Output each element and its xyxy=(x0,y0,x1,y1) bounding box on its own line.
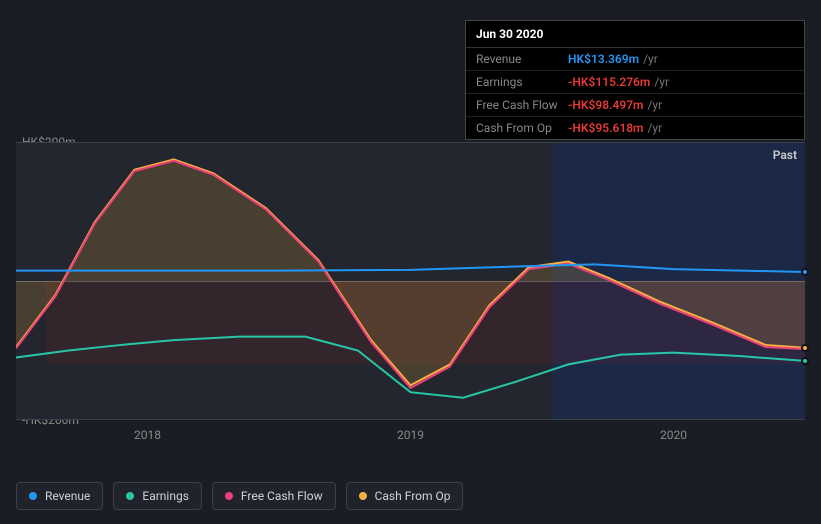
series-endpoint xyxy=(801,357,809,365)
tooltip-row-label: Earnings xyxy=(476,75,568,89)
legend-swatch xyxy=(359,492,367,500)
chart-svg xyxy=(16,142,805,420)
tooltip-row: Earnings-HK$115.276m/yr xyxy=(466,71,804,94)
legend-swatch xyxy=(225,492,233,500)
legend-swatch xyxy=(29,492,37,500)
legend-item[interactable]: Revenue xyxy=(16,482,103,510)
legend-swatch xyxy=(126,492,134,500)
x-tick-label: 2018 xyxy=(134,428,161,442)
legend-label: Earnings xyxy=(142,489,189,503)
legend-item[interactable]: Cash From Op xyxy=(346,482,464,510)
tooltip: Jun 30 2020 RevenueHK$13.369m/yrEarnings… xyxy=(465,20,805,140)
x-tick-label: 2019 xyxy=(397,428,424,442)
tooltip-row-suffix: /yr xyxy=(654,75,669,89)
tooltip-row-value: HK$13.369m xyxy=(568,52,639,66)
x-tick-label: 2020 xyxy=(660,428,687,442)
tooltip-row-suffix: /yr xyxy=(647,121,662,135)
series-endpoint xyxy=(801,344,809,352)
tooltip-row: Free Cash Flow-HK$98.497m/yr xyxy=(466,94,804,117)
legend: Revenue Earnings Free Cash Flow Cash From O… xyxy=(16,482,463,510)
legend-item[interactable]: Free Cash Flow xyxy=(212,482,336,510)
series-endpoint xyxy=(801,268,809,276)
tooltip-row-value: -HK$95.618m xyxy=(568,121,643,135)
tooltip-row: RevenueHK$13.369m/yr xyxy=(466,48,804,71)
chart-container: Jun 30 2020 RevenueHK$13.369m/yrEarnings… xyxy=(0,0,821,524)
tooltip-rows: RevenueHK$13.369m/yrEarnings-HK$115.276m… xyxy=(466,48,804,139)
legend-item[interactable]: Earnings xyxy=(113,482,202,510)
series-area xyxy=(16,159,805,385)
tooltip-row-label: Cash From Op xyxy=(476,121,568,135)
tooltip-row-value: -HK$115.276m xyxy=(568,75,650,89)
tooltip-row-suffix: /yr xyxy=(643,52,658,66)
tooltip-row-label: Revenue xyxy=(476,52,568,66)
legend-label: Free Cash Flow xyxy=(241,489,323,503)
tooltip-date: Jun 30 2020 xyxy=(466,21,804,48)
legend-label: Cash From Op xyxy=(375,489,451,503)
chart-area: HK$200mHK$0-HK$200m Past 201820192020 xyxy=(16,120,805,464)
tooltip-row: Cash From Op-HK$95.618m/yr xyxy=(466,117,804,139)
tooltip-row-label: Free Cash Flow xyxy=(476,98,568,112)
tooltip-row-suffix: /yr xyxy=(647,98,662,112)
legend-label: Revenue xyxy=(45,489,90,503)
tooltip-row-value: -HK$98.497m xyxy=(568,98,643,112)
plot-area[interactable]: Past xyxy=(16,142,805,420)
